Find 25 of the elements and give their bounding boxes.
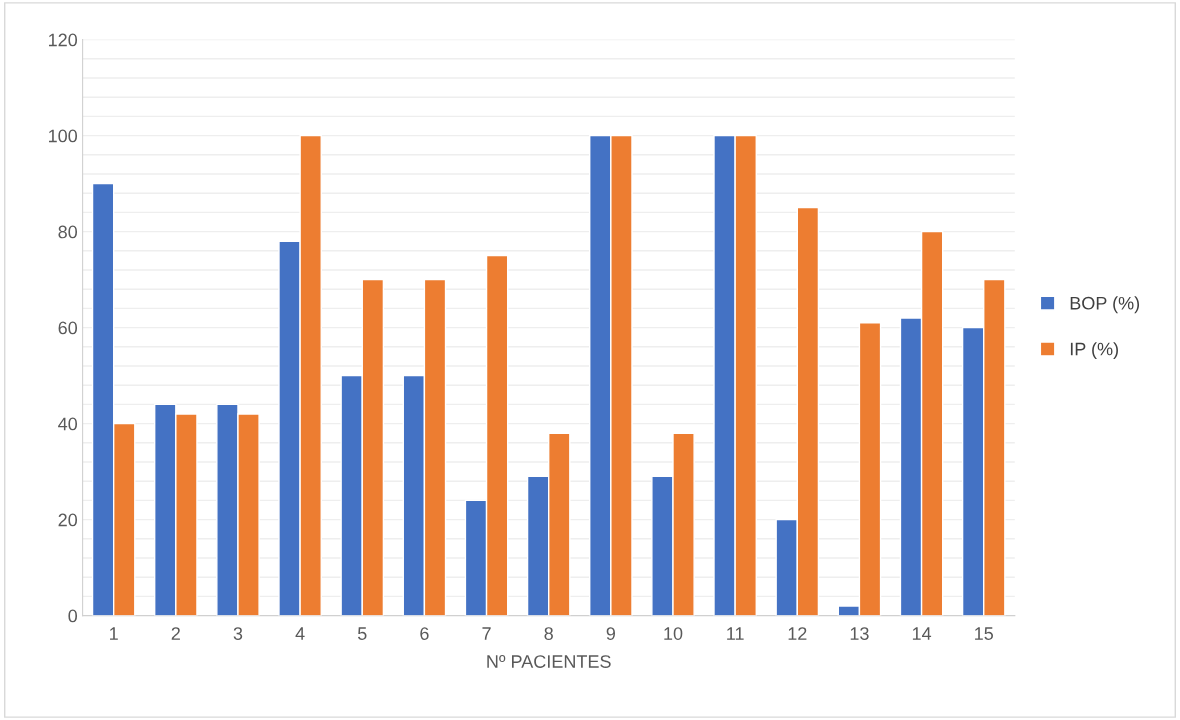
y-tick-label: 100 [48,129,78,143]
x-tick-label: 9 [606,627,616,640]
x-tick-label: 14 [912,627,932,640]
x-tick-label: 11 [727,627,744,640]
y-tick-label: 0 [68,609,78,623]
x-axis-title: Nº PACIENTES [487,655,611,668]
x-tick-label: 13 [850,627,869,640]
x-tick-label: 4 [295,627,305,640]
y-tick-label: 60 [58,321,78,335]
y-tick-label: 80 [58,225,78,239]
y-tick-label: 20 [58,513,78,527]
x-tick-label: 8 [544,627,553,640]
legend-label: BOP (%) [1070,296,1140,314]
x-tick-label: 10 [664,627,683,640]
x-tick-label: 2 [171,627,180,640]
y-tick-label: 120 [48,33,78,47]
x-tick-label: 6 [420,627,429,640]
x-tick-label: 12 [788,627,807,640]
x-tick-label: 3 [233,627,243,640]
x-tick-label: 5 [357,627,367,640]
x-tick-label: 7 [482,627,491,640]
y-tick-label: 40 [58,417,78,431]
x-tick-label: 1 [110,627,118,640]
legend-label: IP (%) [1070,342,1118,359]
x-tick-label: 15 [975,627,994,640]
